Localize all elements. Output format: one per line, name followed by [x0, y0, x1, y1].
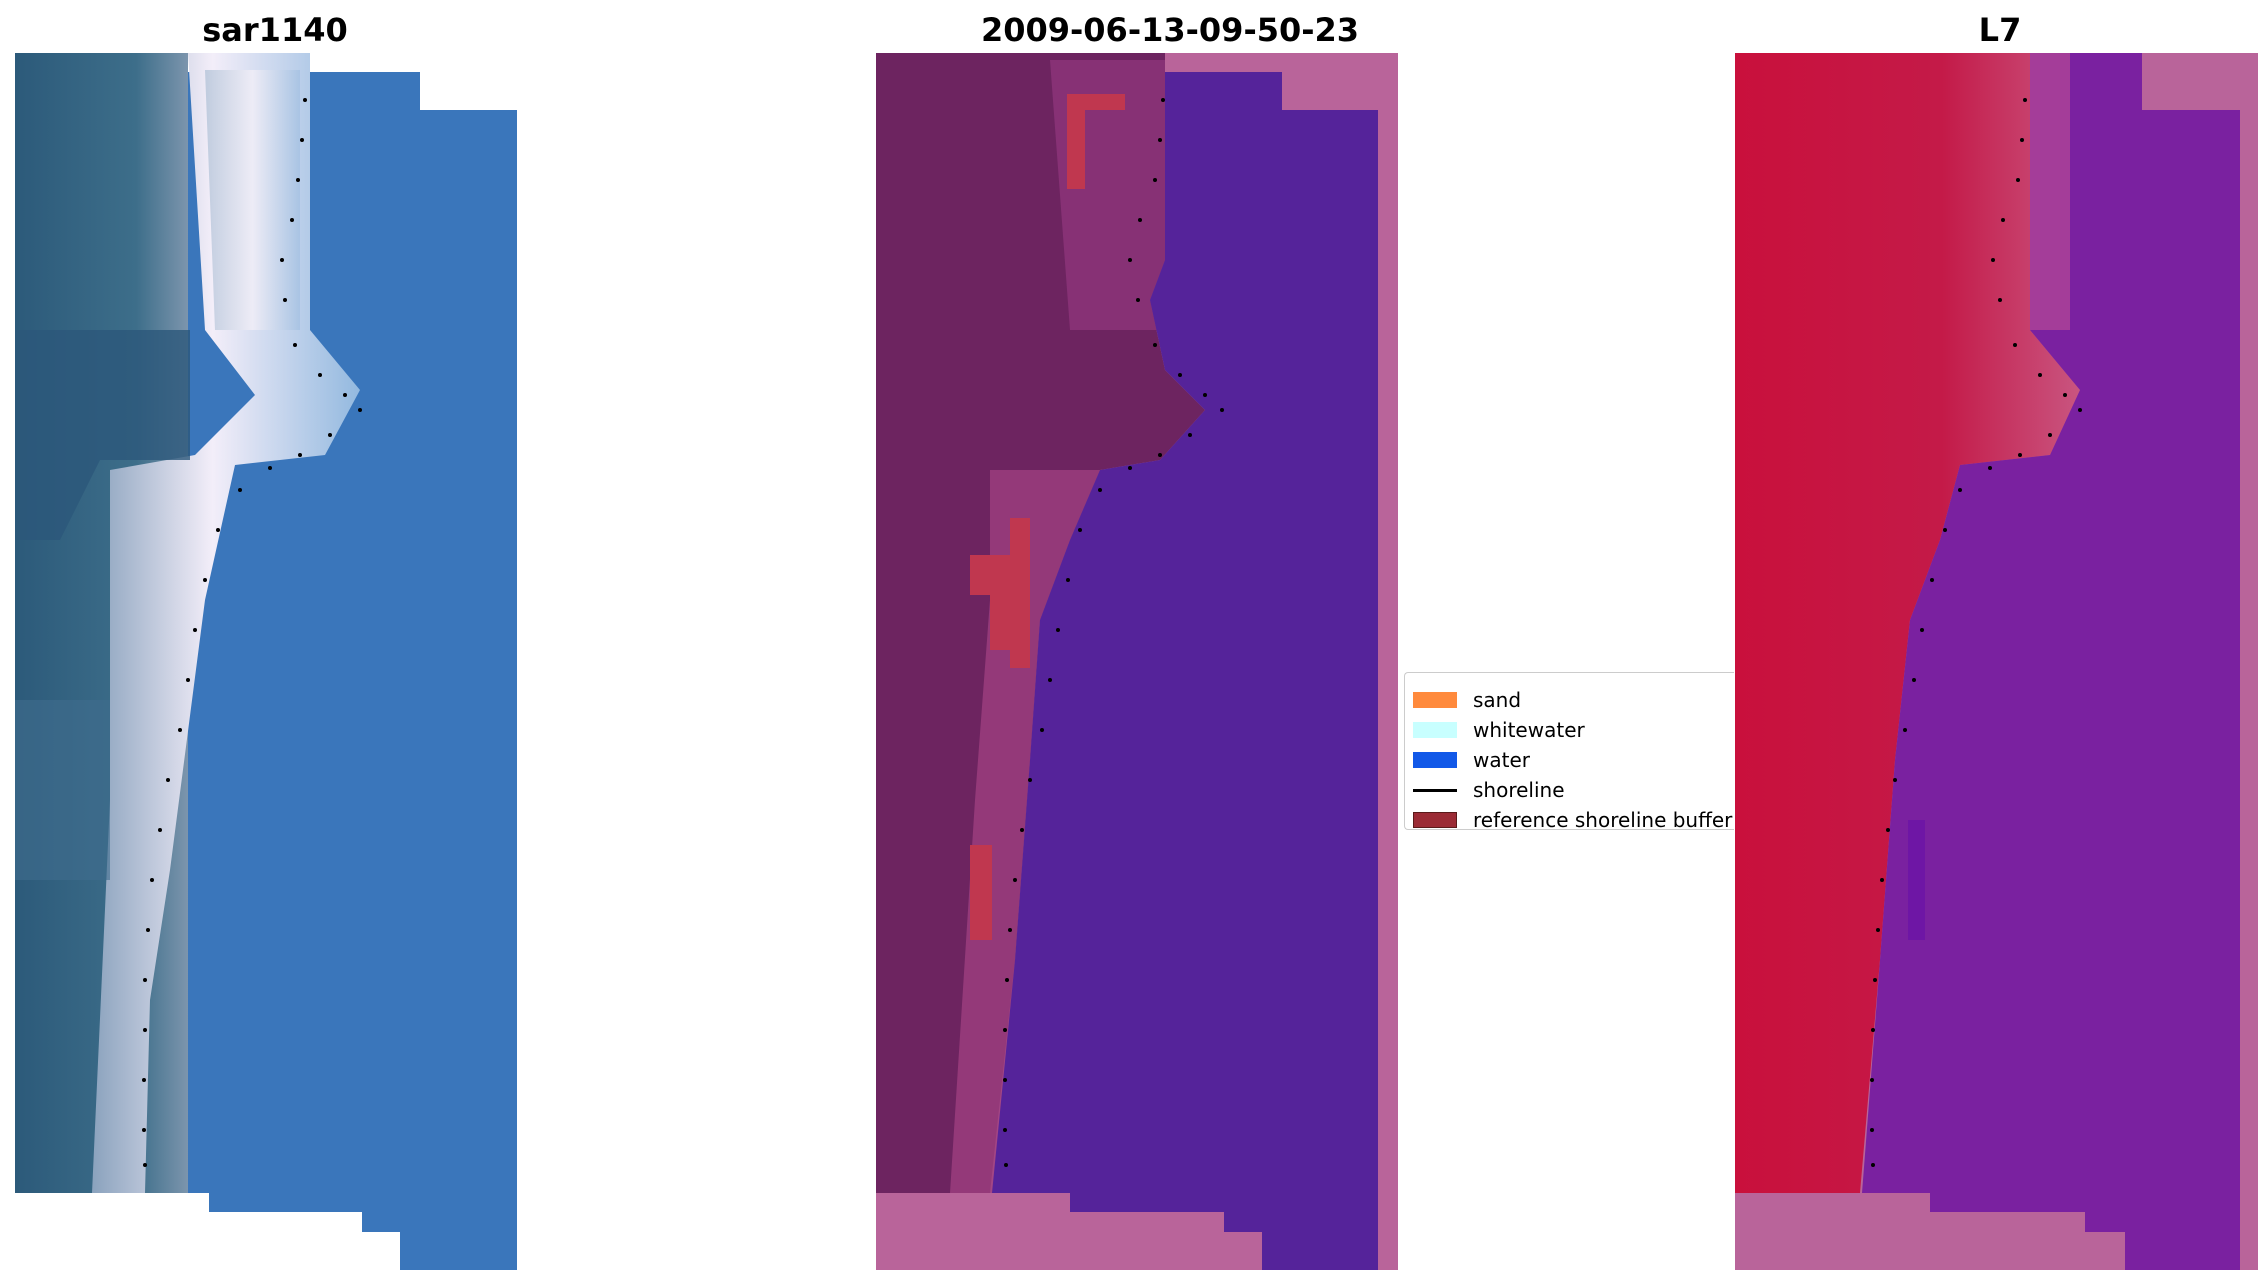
index-raster [1735, 53, 2258, 1270]
legend-item-sand: sand [1413, 685, 1521, 715]
legend-label: sand [1473, 688, 1522, 712]
legend-label: water [1473, 748, 1530, 772]
whitewater-swatch [1413, 722, 1457, 738]
legend-item-shoreline: shoreline [1413, 775, 1565, 805]
sand-swatch [1413, 692, 1457, 708]
shoreline-dots-rgb [142, 98, 362, 1167]
rgb-raster [15, 53, 517, 1270]
shoreline-dots-classified [1003, 98, 1224, 1167]
legend-label: reference shoreline buffer [1473, 808, 1733, 830]
water-swatch [1413, 752, 1457, 768]
legend-item-whitewater: whitewater [1413, 715, 1585, 745]
shoreline-line-swatch [1413, 788, 1457, 792]
legend-item-water: water [1413, 745, 1530, 775]
legend-label: whitewater [1473, 718, 1585, 742]
panel-title-index: L7 [1978, 11, 2022, 49]
legend: sand whitewater water shoreline referenc… [1404, 672, 1734, 830]
shoreline-dots-index [1870, 98, 2082, 1167]
reference-buffer-classified [970, 94, 1125, 940]
classified-raster [876, 53, 1398, 1270]
panel-title-rgb: sar1140 [202, 11, 348, 49]
legend-label: shoreline [1473, 778, 1565, 802]
panel-title-classified: 2009-06-13-09-50-23 [980, 11, 1360, 49]
legend-item-reference-buffer: reference shoreline buffer [1413, 805, 1733, 830]
reference-buffer-swatch [1413, 812, 1457, 828]
